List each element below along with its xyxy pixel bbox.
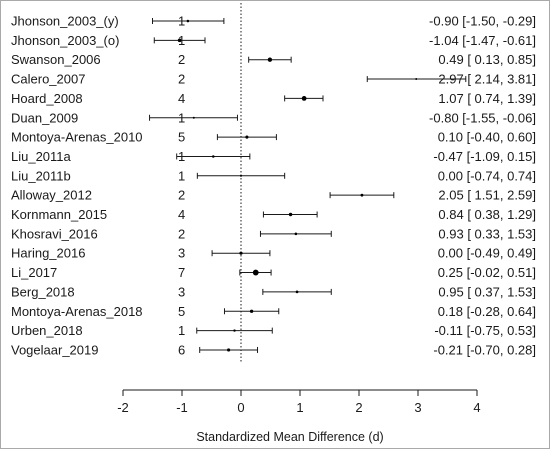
point-estimate xyxy=(227,348,231,352)
point-estimate xyxy=(239,174,243,177)
study-label: Montoya-Arenas_2018 xyxy=(11,304,143,319)
ci-text: 2.05 [ 1.51, 2.59] xyxy=(438,188,536,203)
ci-text: -0.80 [-1.55, -0.06] xyxy=(429,110,536,125)
ci-text: 0.00 [-0.74, 0.74] xyxy=(438,168,536,183)
study-row: Berg_2018 3 0.95 [ 0.37, 1.53] xyxy=(11,284,536,299)
study-label: Jhonson_2003_(o) xyxy=(11,33,119,48)
point-estimate xyxy=(239,251,243,255)
point-estimate xyxy=(233,329,236,332)
study-label: Li_2017 xyxy=(11,265,57,280)
study-row: Montoya-Arenas_2018 5 0.18 [-0.28, 0.64] xyxy=(11,304,536,319)
study-row: Swanson_2006 2 0.49 [ 0.13, 0.85] xyxy=(11,52,536,67)
study-n-label: 5 xyxy=(178,130,185,145)
study-row: Kornmann_2015 4 0.84 [ 0.38, 1.29] xyxy=(11,207,536,222)
ci-text: -0.90 [-1.50, -0.29] xyxy=(429,14,536,29)
study-row: Liu_2011a 1 -0.47 [-1.09, 0.15] xyxy=(11,149,536,164)
point-estimate xyxy=(252,269,259,276)
study-label: Haring_2016 xyxy=(11,246,85,261)
study-row: Li_2017 7 0.25 [-0.02, 0.51] xyxy=(11,265,536,280)
study-label: Hoard_2008 xyxy=(11,91,83,106)
ci-text: 0.10 [-0.40, 0.60] xyxy=(438,130,536,145)
study-row: Haring_2016 3 0.00 [-0.49, 0.49] xyxy=(11,246,536,261)
ci-text: -1.04 [-1.47, -0.61] xyxy=(429,33,536,48)
study-n-label: 2 xyxy=(178,72,185,87)
study-label: Alloway_2012 xyxy=(11,188,92,203)
study-label: Calero_2007 xyxy=(11,72,85,87)
x-tick-label: 1 xyxy=(296,400,303,415)
ci-text: 0.95 [ 0.37, 1.53] xyxy=(438,284,536,299)
study-n-label: 2 xyxy=(178,226,185,241)
point-estimate xyxy=(301,96,307,101)
ci-text: -0.47 [-1.09, 0.15] xyxy=(433,149,536,164)
study-n-label: 1 xyxy=(178,323,185,338)
point-estimate xyxy=(295,290,299,294)
study-n-label: 4 xyxy=(178,207,185,222)
ci-text: 0.93 [ 0.33, 1.53] xyxy=(438,226,536,241)
ci-text: 0.84 [ 0.38, 1.29] xyxy=(438,207,536,222)
ci-text: -0.21 [-0.70, 0.28] xyxy=(433,342,536,357)
ci-text: -0.11 [-0.75, 0.53] xyxy=(434,323,536,338)
study-n-label: 7 xyxy=(178,265,185,280)
study-label: Montoya-Arenas_2010 xyxy=(11,130,143,145)
x-tick-label: -1 xyxy=(176,400,188,415)
x-tick-label: 2 xyxy=(355,400,362,415)
x-tick-label: 3 xyxy=(414,400,421,415)
ci-text: 1.07 [ 0.74, 1.39] xyxy=(438,91,536,106)
point-estimate xyxy=(177,38,182,43)
study-row: Montoya-Arenas_2010 5 0.10 [-0.40, 0.60] xyxy=(11,130,536,145)
study-label: Kornmann_2015 xyxy=(11,207,107,222)
x-tick-label: -2 xyxy=(117,400,129,415)
study-label: Liu_2011a xyxy=(11,149,72,164)
study-label: Urben_2018 xyxy=(11,323,83,338)
point-estimate xyxy=(192,116,195,119)
study-label: Khosravi_2016 xyxy=(11,226,98,241)
point-estimate xyxy=(288,212,293,217)
study-label: Duan_2009 xyxy=(11,110,78,125)
point-estimate xyxy=(294,232,298,236)
x-axis-label: Standardized Mean Difference (d) xyxy=(196,430,383,444)
ci-text: 0.18 [-0.28, 0.64] xyxy=(438,304,536,319)
study-row: Khosravi_2016 2 0.93 [ 0.33, 1.53] xyxy=(11,226,536,241)
study-row: Alloway_2012 2 2.05 [ 1.51, 2.59] xyxy=(11,188,536,203)
study-row: Vogelaar_2019 6 -0.21 [-0.70, 0.28] xyxy=(11,342,536,357)
study-label: Vogelaar_2019 xyxy=(11,342,98,357)
point-estimate xyxy=(267,57,273,62)
point-estimate xyxy=(415,78,418,81)
x-tick-label: 4 xyxy=(473,400,480,415)
ci-text: 0.49 [ 0.13, 0.85] xyxy=(438,52,536,67)
study-label: Berg_2018 xyxy=(11,284,75,299)
study-row: Duan_2009 1 -0.80 [-1.55, -0.06] xyxy=(11,110,536,125)
study-row: Jhonson_2003_(o) 1 -1.04 [-1.47, -0.61] xyxy=(11,33,536,48)
study-row: Liu_2011b 1 0.00 [-0.74, 0.74] xyxy=(11,168,536,183)
study-row: Urben_2018 1 -0.11 [-0.75, 0.53] xyxy=(11,323,536,338)
study-n-label: 2 xyxy=(178,188,185,203)
study-label: Liu_2011b xyxy=(11,168,71,183)
ci-text: 0.00 [-0.49, 0.49] xyxy=(438,246,536,261)
study-label: Swanson_2006 xyxy=(11,52,101,67)
study-n-label: 3 xyxy=(178,246,185,261)
study-n-label: 5 xyxy=(178,304,185,319)
study-label: Jhonson_2003_(y) xyxy=(11,14,119,29)
study-row: Jhonson_2003_(y) 1 -0.90 [-1.50, -0.29] xyxy=(11,14,536,29)
ci-text: 0.25 [-0.02, 0.51] xyxy=(438,265,536,280)
study-n-label: 6 xyxy=(178,342,185,357)
point-estimate xyxy=(186,19,190,23)
study-row: Calero_2007 2 2.97 [ 2.14, 3.81] xyxy=(11,72,536,87)
study-n-label: 1 xyxy=(178,168,185,183)
point-estimate xyxy=(245,135,249,139)
study-n-label: 2 xyxy=(178,52,185,67)
x-axis: -2 -1 0 1 2 3 4 xyxy=(117,389,481,415)
point-estimate xyxy=(360,193,364,197)
study-rows: Jhonson_2003_(y) 1 -0.90 [-1.50, -0.29]Jho… xyxy=(11,3,536,363)
ci-text: 2.97 [ 2.14, 3.81] xyxy=(438,72,536,87)
study-n-label: 3 xyxy=(178,284,185,299)
x-tick-label: 0 xyxy=(237,400,244,415)
point-estimate xyxy=(212,155,215,158)
study-row: Hoard_2008 4 1.07 [ 0.74, 1.39] xyxy=(11,91,536,106)
study-n-label: 4 xyxy=(178,91,185,106)
point-estimate xyxy=(249,309,254,313)
